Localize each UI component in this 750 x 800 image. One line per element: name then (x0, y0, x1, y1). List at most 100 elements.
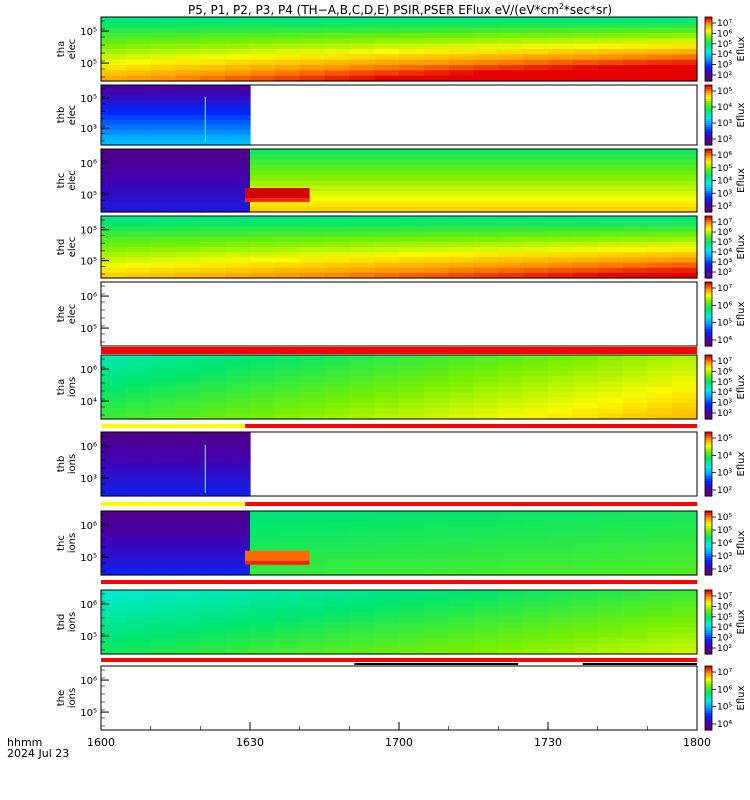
colorbar-segment (705, 464, 712, 467)
heatmap-cell (597, 590, 624, 596)
heatmap-cell (324, 33, 350, 39)
heatmap-cell (274, 180, 301, 187)
colorbar-segment (705, 296, 712, 300)
heatmap-cell (101, 448, 127, 454)
heatmap-cell (672, 632, 698, 639)
heatmap-cell (423, 75, 450, 82)
heatmap-cell (423, 196, 450, 203)
heatmap-cell (299, 408, 326, 415)
colorbar-segment (705, 182, 712, 186)
heatmap-cell (448, 54, 475, 61)
colorbar-segment (705, 372, 712, 375)
heatmap-cell (647, 75, 673, 82)
heatmap-cell (250, 252, 276, 258)
heatmap-cell (647, 381, 673, 388)
heatmap-cell (175, 638, 201, 644)
heatmap-cell (423, 262, 450, 269)
heatmap-cell (324, 262, 350, 269)
heatmap-cell (399, 43, 425, 50)
colorbar-segment (705, 645, 712, 649)
y-tick-label: 10⁶ (80, 159, 97, 170)
heatmap-cell (125, 125, 152, 131)
heatmap-cell (548, 154, 574, 161)
heatmap-cell (523, 569, 549, 576)
colorbar-segment (705, 676, 712, 680)
heatmap-cell (423, 537, 450, 544)
colorbar-segment (705, 257, 712, 260)
heatmap-cell (274, 75, 301, 82)
colorbar-frame (704, 84, 713, 146)
heatmap-cell (572, 600, 599, 607)
heatmap-cell (548, 611, 574, 618)
y-tick-label: 10⁵ (80, 226, 97, 237)
heatmap-cell (523, 627, 549, 634)
heatmap-cell (274, 226, 301, 233)
colorbar-segment (705, 105, 712, 108)
heatmap-cell (548, 532, 574, 539)
heatmap-cell (324, 632, 350, 639)
colorbar-tick-label: 10³ (717, 119, 732, 129)
heatmap-cell (125, 115, 152, 121)
heatmap-cell (125, 600, 152, 607)
colorbar-segment (705, 226, 712, 229)
colorbar-segment (705, 391, 712, 394)
colorbar-segment (705, 157, 712, 161)
heatmap-cell (597, 59, 624, 66)
heatmap-cell (548, 648, 574, 655)
heatmap-cell (448, 648, 475, 655)
heatmap-cell (473, 236, 499, 243)
colorbar-tick-label: 10⁴ (717, 336, 732, 346)
y-tick-label: 10⁶ (80, 600, 97, 611)
heatmap-cell (473, 516, 499, 523)
heatmap-cell (150, 267, 177, 274)
heatmap-cell (498, 149, 524, 155)
heatmap-cell (225, 236, 251, 243)
heatmap-cell (125, 627, 152, 634)
heatmap-cell (523, 170, 549, 176)
heatmap-cell (622, 622, 648, 628)
heatmap-cells (101, 149, 698, 213)
heatmap-cell (597, 537, 624, 544)
heatmap-cell (274, 622, 301, 628)
heatmap-cell (299, 569, 326, 576)
heatmap-cell (672, 616, 698, 623)
colorbar-segment (705, 303, 712, 306)
heatmap-cell (399, 201, 425, 208)
heatmap-cell (299, 231, 326, 238)
heatmap-cell (399, 262, 425, 269)
heatmap-cell (622, 185, 648, 192)
y-tick-label: 10⁶ (80, 365, 97, 376)
heatmap-cell (399, 622, 425, 628)
heatmap-cell (498, 22, 524, 29)
heatmap-cell (125, 180, 152, 187)
heatmap-cell (175, 185, 201, 192)
heatmap-cell (523, 606, 549, 612)
colorbar-tick-label: 10⁴ (717, 248, 732, 258)
heatmap-cell (374, 643, 400, 650)
heatmap-cell (374, 532, 400, 539)
heatmap-cell (423, 216, 450, 222)
heatmap-cell (175, 154, 201, 161)
heatmap-cell (548, 553, 574, 560)
heatmap-cell (622, 590, 648, 596)
heatmap-cell (572, 191, 599, 197)
heatmap-cell (274, 252, 301, 258)
heatmap-cell (597, 149, 624, 155)
heatmap-cell (299, 403, 326, 409)
heatmap-cell (274, 413, 301, 420)
heatmap-cell (572, 532, 599, 539)
heatmap-cell (250, 532, 276, 539)
heatmap-cell (498, 54, 524, 61)
colorbar-segment (705, 725, 712, 729)
heatmap-cell (597, 600, 624, 607)
heatmap-cell (672, 17, 698, 23)
heatmap-cell (250, 392, 276, 399)
heatmap-cell (548, 559, 574, 565)
heatmap-cell (597, 159, 624, 166)
heatmap-cell (374, 632, 400, 639)
heatmap-cell (597, 22, 624, 29)
colorbar-segment (705, 133, 712, 136)
heatmap-cell (125, 120, 152, 126)
heatmap-cell (647, 154, 673, 161)
